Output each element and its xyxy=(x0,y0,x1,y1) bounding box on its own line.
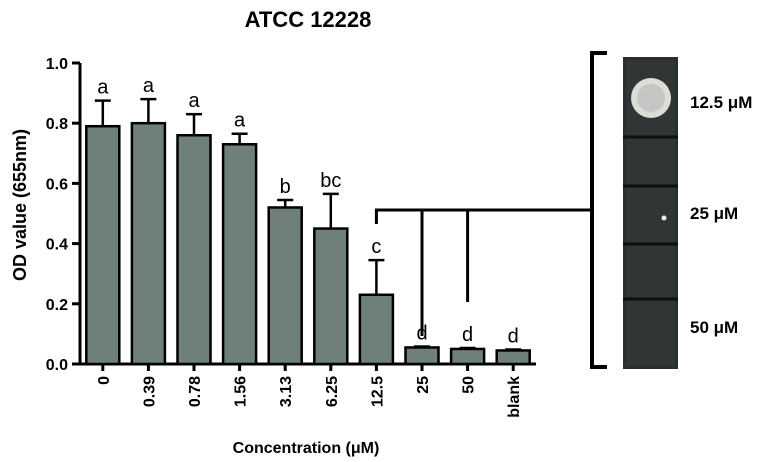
bar xyxy=(85,124,121,366)
x-tick-label: 1.56 xyxy=(233,376,250,407)
bar xyxy=(404,346,440,366)
plate-bracket xyxy=(590,51,607,369)
x-tick-label: 6.25 xyxy=(324,376,341,407)
x-tick-label: 0.39 xyxy=(141,376,158,407)
x-tick-label: blank xyxy=(506,376,523,418)
bars: a0a0.39a0.78a1.56b3.13bc6.25c12.5d25d50d… xyxy=(85,75,531,418)
bar xyxy=(176,133,212,366)
chart-title: ATCC 12228 xyxy=(245,7,372,32)
plate-concentration-label: 12.5 μM xyxy=(690,93,752,112)
plate-concentration-label: 25 μM xyxy=(690,204,738,223)
bar xyxy=(449,347,486,366)
y-axis-label: OD value (655nm) xyxy=(10,129,30,281)
x-tick-label: 12.5 xyxy=(369,376,386,407)
y-tick-label: 0.8 xyxy=(46,116,68,133)
bar xyxy=(358,293,395,366)
significance-label: d xyxy=(508,326,519,348)
bar xyxy=(495,349,531,366)
bar xyxy=(267,206,303,366)
x-tick-label: 0.78 xyxy=(187,376,204,407)
significance-label: b xyxy=(280,176,291,198)
bar xyxy=(130,121,167,366)
plate-image: 12.5 μM 25 μM 50 μM xyxy=(623,57,752,369)
significance-label: a xyxy=(97,77,109,99)
y-tick-label: 0.4 xyxy=(46,237,68,254)
significance-label: a xyxy=(188,90,200,112)
x-tick-label: 3.13 xyxy=(278,376,295,407)
clear-zone-center xyxy=(637,84,665,112)
significance-label: a xyxy=(234,110,246,132)
x-tick-label: 50 xyxy=(461,376,478,394)
bar xyxy=(313,227,349,366)
x-tick-label: 0 xyxy=(96,376,113,385)
y-tick-label: 0.0 xyxy=(46,357,68,374)
significance-label: d xyxy=(462,324,473,346)
x-axis-label: Concentration (μM) xyxy=(233,440,380,457)
small-clear-zone xyxy=(661,215,667,221)
significance-label: bc xyxy=(320,170,341,192)
x-tick-label: 25 xyxy=(415,376,432,394)
y-tick-label: 1.0 xyxy=(46,56,68,73)
y-tick-label: 0.6 xyxy=(46,176,68,193)
significance-label: a xyxy=(143,75,155,97)
significance-label: c xyxy=(371,236,381,258)
connector-bracket xyxy=(374,51,607,369)
bar xyxy=(221,143,258,366)
plate-concentration-label: 50 μM xyxy=(690,318,738,337)
y-tick-label: 0.2 xyxy=(46,297,68,314)
